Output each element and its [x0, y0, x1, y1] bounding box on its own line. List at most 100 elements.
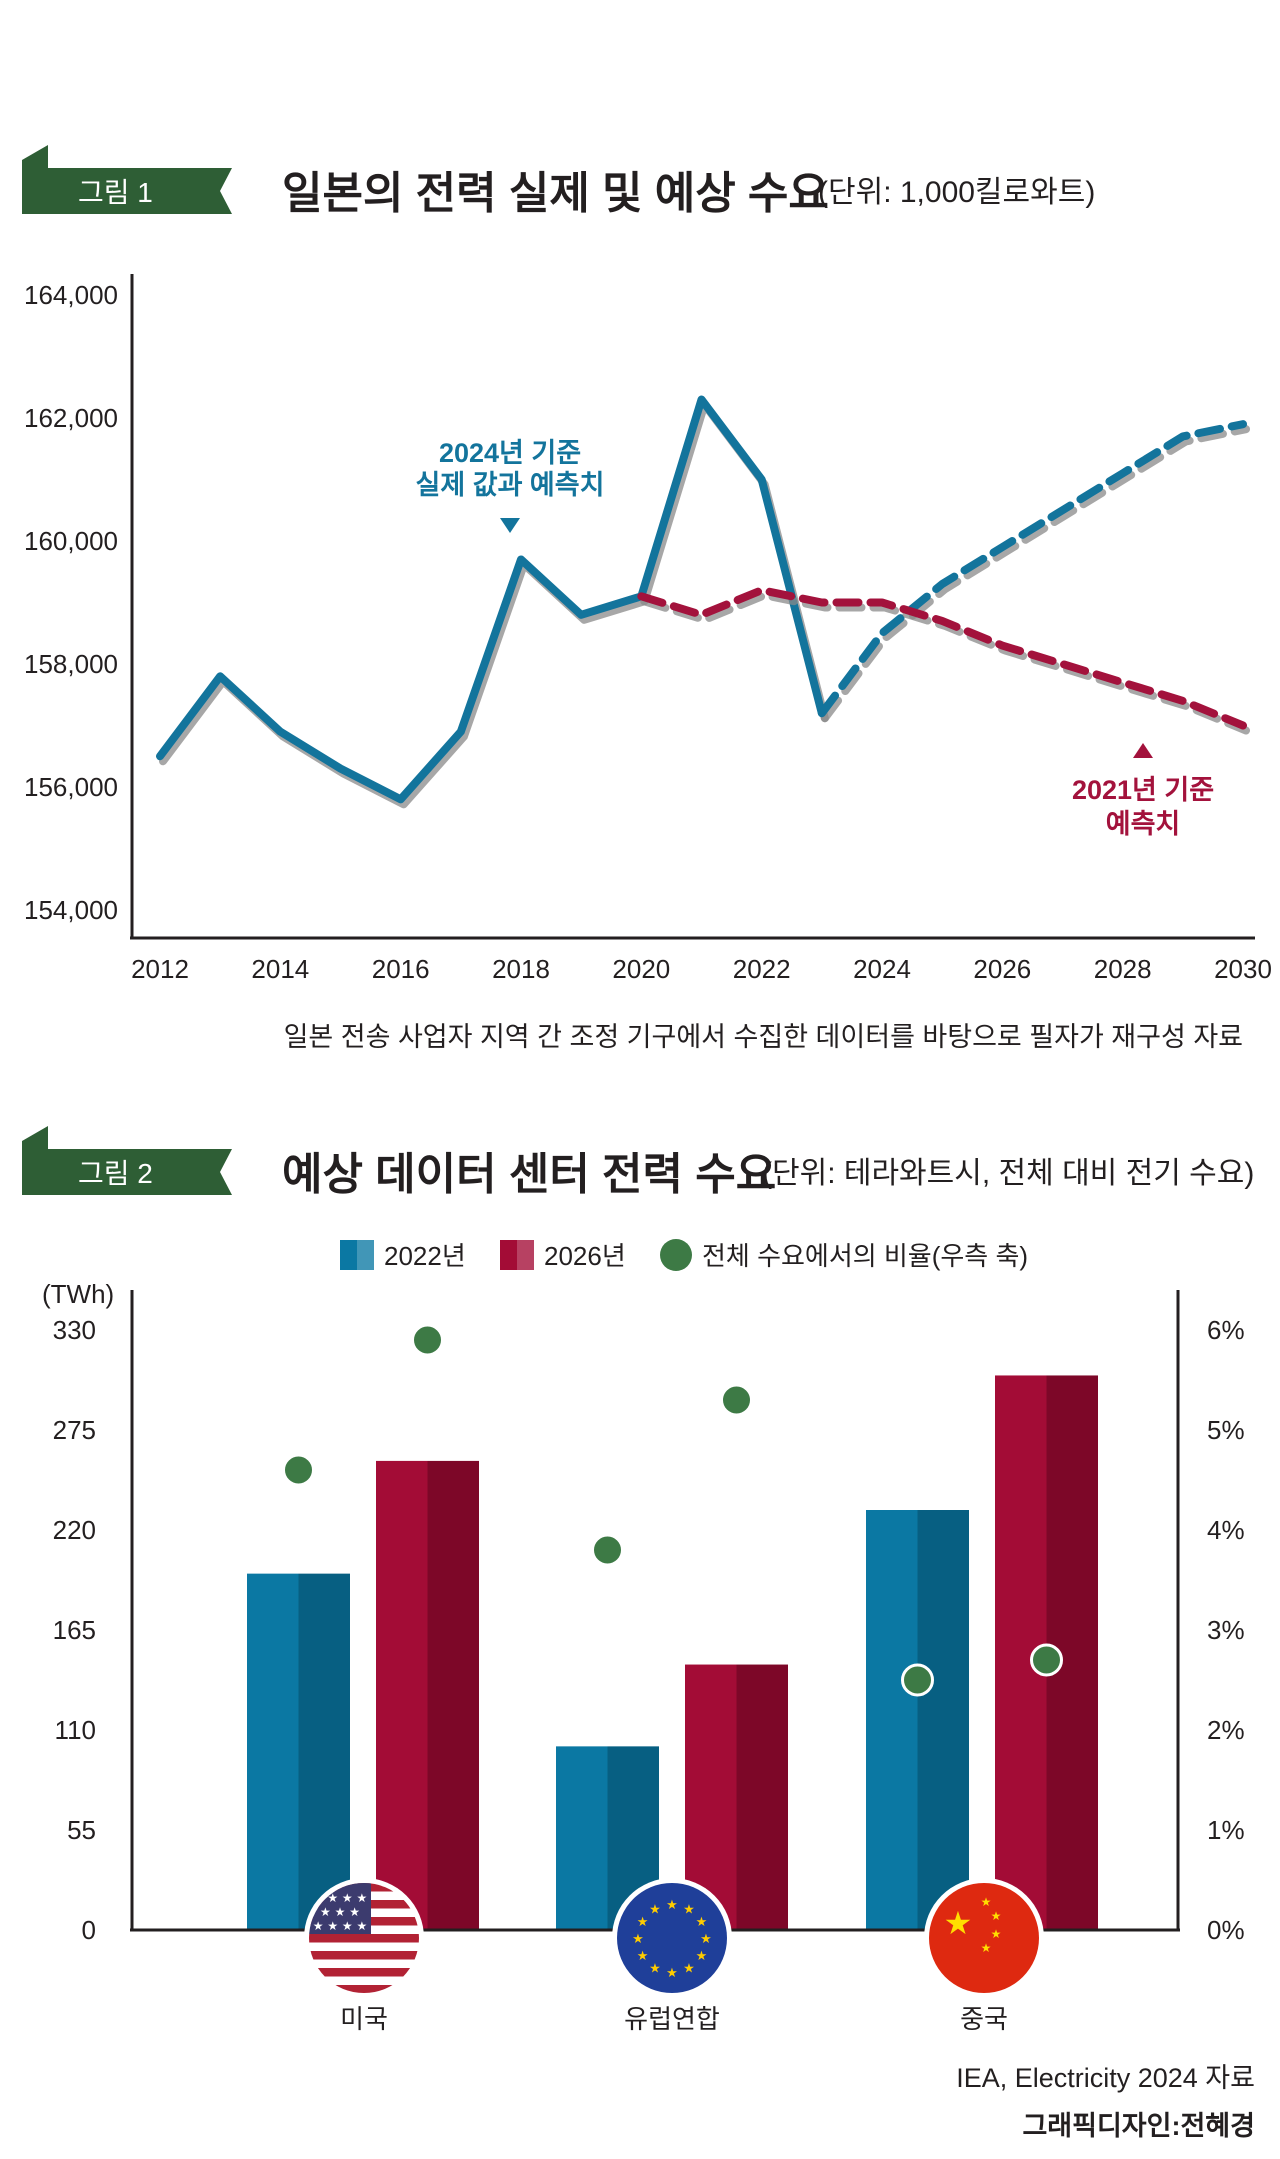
svg-text:★: ★ — [981, 1941, 992, 1955]
bar-shade — [736, 1664, 788, 1930]
bar-2026 — [376, 1460, 428, 1930]
eu-star-icon: ★ — [700, 1932, 712, 1947]
annotation-2024-arrow-icon — [500, 518, 520, 533]
figure1-source: 일본 전송 사업자 지역 간 조정 기구에서 수집한 데이터를 바탕으로 필자가… — [284, 1022, 1243, 1052]
legend-label: 전체 수요에서의 비율(우측 축) — [702, 1241, 1028, 1271]
share-dot — [282, 1453, 315, 1487]
eu-star-icon: ★ — [696, 1915, 708, 1930]
annotation-2021-arrow-icon — [1133, 743, 1153, 758]
figure2-left-tick-label: 220 — [53, 1515, 96, 1545]
bar-shade — [427, 1460, 479, 1930]
eu-star-icon: ★ — [632, 1932, 644, 1947]
us-flag-icon: ★ ★ ★ ★ ★ ★ ★ ★ ★ ★ ★ — [304, 1878, 424, 1998]
svg-text:★ ★ ★: ★ ★ ★ — [320, 1905, 360, 1919]
category-label: 미국 — [340, 2004, 388, 2034]
figure1-y-tick-label: 160,000 — [24, 526, 118, 556]
figure2-left-tick-label: 55 — [67, 1815, 96, 1845]
eu-star-icon: ★ — [649, 1903, 661, 1918]
svg-text:★: ★ — [991, 1909, 1002, 1923]
category-label: 중국 — [960, 2004, 1008, 2034]
legend-label: 2022년 — [384, 1241, 466, 1271]
bar-2022 — [247, 1573, 299, 1930]
figure1-x-tick-label: 2020 — [612, 954, 670, 984]
figure1-y-tick-label: 164,000 — [24, 280, 118, 310]
figure1-badge-shape — [22, 145, 228, 214]
series-shadow — [640, 591, 1250, 735]
figure1-line-chart: 154,000 156,000 158,000 160,000 162,000 164,0… — [24, 274, 1272, 1052]
svg-text:★ ★ ★ ★: ★ ★ ★ ★ — [313, 1919, 367, 1933]
annotation-2021-line1: 2021년 기준 — [1072, 775, 1214, 805]
figure2-left-tick-label: 165 — [53, 1615, 96, 1645]
figure1-badge-label: 그림 1 — [78, 177, 153, 208]
figure1-x-tick-label: 2028 — [1094, 954, 1152, 984]
figure1-y-tick-label: 158,000 — [24, 649, 118, 679]
figure1-y-tick-label: 162,000 — [24, 403, 118, 433]
figure2-right-tick-label: 1% — [1207, 1815, 1245, 1845]
svg-text:★: ★ — [991, 1927, 1002, 1941]
eu-star-icon: ★ — [637, 1915, 649, 1930]
figure1-x-tick-label: 2012 — [131, 954, 189, 984]
share-dot — [411, 1323, 444, 1357]
series-line-forecast — [817, 420, 1247, 718]
share-dot — [1030, 1643, 1063, 1677]
figure2-left-axis-unit: (TWh) — [42, 1279, 114, 1309]
eu-star-icon: ★ — [637, 1949, 649, 1964]
legend-swatch-shade — [357, 1240, 374, 1270]
bar-2022 — [866, 1510, 918, 1930]
figure2-right-tick-label: 5% — [1207, 1415, 1245, 1445]
figure1-y-tick-label: 154,000 — [24, 895, 118, 925]
eu-star-icon: ★ — [683, 1903, 695, 1918]
svg-text:★: ★ — [944, 1904, 973, 1942]
figure2-right-tick-label: 0% — [1207, 1915, 1245, 1945]
figure2-left-tick-label: 0 — [82, 1915, 96, 1945]
legend-label: 2026년 — [544, 1241, 626, 1271]
eu-flag-icon: ★★★★★★★★★ ★ ★★ — [612, 1878, 732, 1998]
share-dot — [591, 1533, 624, 1567]
legend-swatch — [340, 1240, 357, 1270]
figure2-badge-shape — [22, 1126, 228, 1195]
legend-swatch — [500, 1240, 517, 1270]
figure2-legend: 2022년 2026년 전체 수요에서의 비율(우측 축) — [340, 1239, 1028, 1271]
annotation-2024-line1: 2024년 기준 — [439, 438, 581, 468]
bar-2022 — [556, 1746, 608, 1930]
annotation-2024-line2: 실제 값과 예측치 — [416, 470, 605, 500]
bar-shade — [298, 1573, 350, 1930]
figure2-left-tick-label: 110 — [55, 1715, 96, 1745]
share-dot — [720, 1383, 753, 1417]
figure2-right-tick-label: 3% — [1207, 1615, 1245, 1645]
share-dot — [901, 1663, 934, 1697]
china-flag-icon: ★ ★ ★ ★ ★ — [924, 1878, 1044, 1998]
figure1-y-tick-label: 156,000 — [24, 772, 118, 802]
figure2-right-tick-label: 4% — [1207, 1515, 1245, 1545]
graphic-credit: 그래픽디자인:전혜경 — [1022, 2111, 1255, 2141]
figure2-header: 그림 2 예상 데이터 센터 전력 수요 (단위: 테라와트시, 전체 대비 전… — [22, 1126, 1254, 1199]
figure1-x-tick-label: 2014 — [251, 954, 309, 984]
series-shadow — [820, 425, 1250, 723]
figure1-x-tick-label: 2022 — [733, 954, 791, 984]
bar-shade — [917, 1510, 969, 1930]
figure1-x-tick-label: 2026 — [973, 954, 1031, 984]
figure1-badge-chevron — [198, 168, 232, 214]
svg-text:★: ★ — [981, 1895, 992, 1909]
eu-star-icon: ★ — [666, 1898, 678, 1913]
figure1-x-tick-label: 2024 — [853, 954, 911, 984]
figure2-source: IEA, Electricity 2024 자료 — [956, 2063, 1255, 2093]
eu-star-icon: ★ — [683, 1961, 695, 1976]
series-line-forecast — [637, 586, 1247, 730]
figure2-badge-label: 그림 2 — [78, 1158, 153, 1189]
figure1-header: 그림 1 일본의 전력 실제 및 예상 수요 (단위: 1,000킬로와트) — [22, 145, 1095, 218]
series-line-actual — [156, 395, 826, 804]
figure1-x-tick-label: 2016 — [372, 954, 430, 984]
eu-star-icon: ★ — [666, 1966, 678, 1981]
eu-star-icon: ★ — [649, 1961, 661, 1976]
figure1-title: 일본의 전력 실제 및 예상 수요 — [282, 169, 829, 218]
figure2-bar-chart: 2022년 2026년 전체 수요에서의 비율(우측 축) (TWh) 0 55 110… — [42, 1239, 1255, 2141]
figure2-left-tick-label: 330 — [53, 1315, 96, 1345]
figure1-x-tick-label: 2018 — [492, 954, 550, 984]
eu-star-icon: ★ — [696, 1949, 708, 1964]
category-label: 유럽연합 — [624, 2004, 720, 2034]
annotation-2021-line2: 예측치 — [1106, 809, 1181, 839]
figure2-title: 예상 데이터 센터 전력 수요 — [282, 1150, 776, 1199]
figure1-x-tick-label: 2030 — [1214, 954, 1272, 984]
